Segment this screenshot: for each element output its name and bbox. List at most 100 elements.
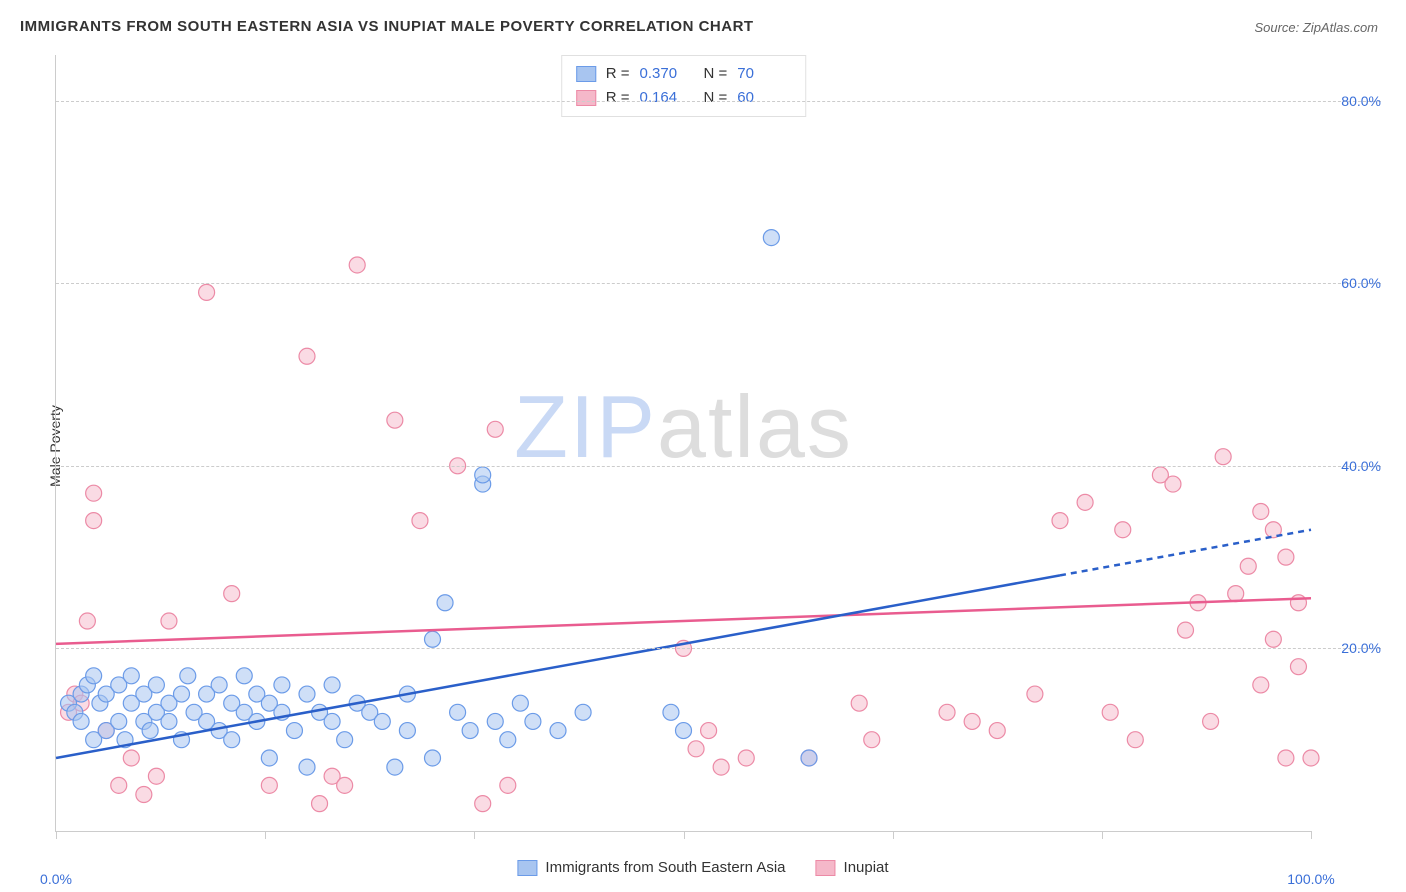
gridline bbox=[56, 283, 1381, 284]
data-point bbox=[161, 713, 177, 729]
data-point bbox=[701, 723, 717, 739]
data-point bbox=[462, 723, 478, 739]
data-point bbox=[450, 704, 466, 720]
data-point bbox=[136, 786, 152, 802]
scatter-svg bbox=[56, 55, 1311, 831]
data-point bbox=[111, 713, 127, 729]
data-point bbox=[738, 750, 754, 766]
data-point bbox=[337, 732, 353, 748]
data-point bbox=[713, 759, 729, 775]
data-point bbox=[374, 713, 390, 729]
data-point bbox=[73, 713, 89, 729]
plot-area: ZIPatlas R = 0.370 N = 70 R = 0.164 N = … bbox=[55, 55, 1311, 832]
data-point bbox=[1203, 713, 1219, 729]
x-tick bbox=[1311, 831, 1312, 839]
data-point bbox=[1165, 476, 1181, 492]
y-tick-label: 60.0% bbox=[1321, 275, 1381, 291]
data-point bbox=[1290, 659, 1306, 675]
data-point bbox=[1215, 449, 1231, 465]
data-point bbox=[261, 777, 277, 793]
data-point bbox=[688, 741, 704, 757]
data-point bbox=[86, 485, 102, 501]
data-point bbox=[86, 668, 102, 684]
data-point bbox=[1052, 513, 1068, 529]
data-point bbox=[801, 750, 817, 766]
data-point bbox=[312, 796, 328, 812]
data-point bbox=[487, 421, 503, 437]
x-tick bbox=[56, 831, 57, 839]
data-point bbox=[425, 750, 441, 766]
data-point bbox=[180, 668, 196, 684]
source-label: Source: ZipAtlas.com bbox=[1254, 20, 1378, 35]
x-max-label: 100.0% bbox=[1287, 871, 1334, 887]
y-tick-label: 80.0% bbox=[1321, 93, 1381, 109]
data-point bbox=[1290, 595, 1306, 611]
data-point bbox=[299, 686, 315, 702]
x-tick bbox=[1102, 831, 1103, 839]
swatch-series1-bottom bbox=[517, 860, 537, 876]
data-point bbox=[500, 732, 516, 748]
data-point bbox=[148, 768, 164, 784]
data-point bbox=[86, 513, 102, 529]
data-point bbox=[199, 284, 215, 300]
data-point bbox=[487, 713, 503, 729]
legend-item-series2: Inupiat bbox=[816, 859, 889, 876]
data-point bbox=[676, 723, 692, 739]
chart-title: IMMIGRANTS FROM SOUTH EASTERN ASIA VS IN… bbox=[20, 18, 754, 35]
data-point bbox=[299, 348, 315, 364]
data-point bbox=[399, 723, 415, 739]
data-point bbox=[1265, 631, 1281, 647]
gridline bbox=[56, 648, 1381, 649]
data-point bbox=[299, 759, 315, 775]
data-point bbox=[1027, 686, 1043, 702]
x-tick bbox=[684, 831, 685, 839]
data-point bbox=[1077, 494, 1093, 510]
data-point bbox=[1178, 622, 1194, 638]
data-point bbox=[274, 677, 290, 693]
swatch-series2-bottom bbox=[816, 860, 836, 876]
data-point bbox=[864, 732, 880, 748]
data-point bbox=[425, 631, 441, 647]
data-point bbox=[161, 613, 177, 629]
data-point bbox=[763, 230, 779, 246]
data-point bbox=[148, 677, 164, 693]
data-point bbox=[989, 723, 1005, 739]
data-point bbox=[475, 796, 491, 812]
legend-label-series2: Inupiat bbox=[844, 859, 889, 876]
data-point bbox=[224, 586, 240, 602]
data-point bbox=[174, 686, 190, 702]
gridline bbox=[56, 466, 1381, 467]
data-point bbox=[123, 750, 139, 766]
data-point bbox=[500, 777, 516, 793]
x-tick bbox=[474, 831, 475, 839]
data-point bbox=[1303, 750, 1319, 766]
data-point bbox=[939, 704, 955, 720]
data-point bbox=[79, 613, 95, 629]
gridline bbox=[56, 101, 1381, 102]
legend-item-series1: Immigrants from South Eastern Asia bbox=[517, 859, 785, 876]
legend-label-series1: Immigrants from South Eastern Asia bbox=[545, 859, 785, 876]
data-point bbox=[1115, 522, 1131, 538]
data-point bbox=[261, 750, 277, 766]
data-point bbox=[663, 704, 679, 720]
data-point bbox=[575, 704, 591, 720]
data-point bbox=[851, 695, 867, 711]
data-point bbox=[437, 595, 453, 611]
data-point bbox=[1253, 503, 1269, 519]
data-point bbox=[1102, 704, 1118, 720]
y-tick-label: 20.0% bbox=[1321, 640, 1381, 656]
data-point bbox=[1278, 549, 1294, 565]
trend-line-series2 bbox=[56, 598, 1311, 644]
data-point bbox=[475, 467, 491, 483]
data-point bbox=[111, 777, 127, 793]
data-point bbox=[337, 777, 353, 793]
data-point bbox=[387, 759, 403, 775]
x-tick bbox=[265, 831, 266, 839]
data-point bbox=[224, 732, 240, 748]
legend-bottom: Immigrants from South Eastern Asia Inupi… bbox=[517, 859, 888, 876]
data-point bbox=[1240, 558, 1256, 574]
x-min-label: 0.0% bbox=[40, 871, 72, 887]
data-point bbox=[142, 723, 158, 739]
data-point bbox=[324, 677, 340, 693]
data-point bbox=[412, 513, 428, 529]
